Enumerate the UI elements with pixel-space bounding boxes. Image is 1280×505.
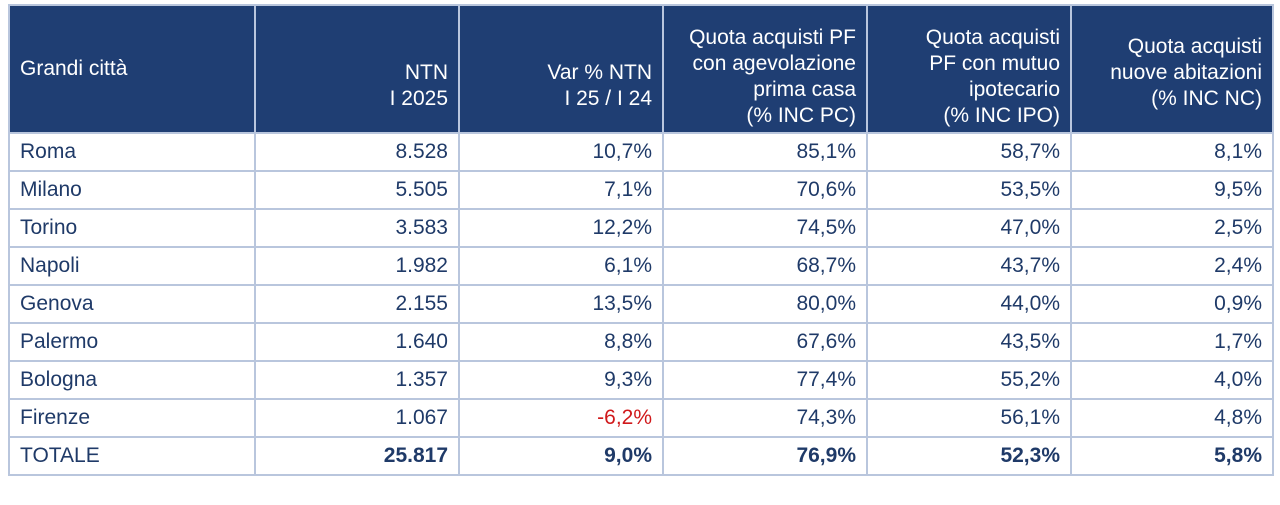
total-inc-nc: 5,8% xyxy=(1070,436,1274,476)
table-row: Genova 2.155 13,5% 80,0% 44,0% 0,9% xyxy=(8,284,1274,324)
header-row: Grandi città NTN I 2025 Var % NTN I 25 /… xyxy=(8,4,1274,134)
inc-pc-cell: 77,4% xyxy=(662,360,868,400)
header-city-label: Grandi città xyxy=(20,57,128,80)
header-nc-line1: Quota acquisti xyxy=(1127,35,1262,58)
ntn-cell: 3.583 xyxy=(254,208,460,248)
inc-pc-cell: 67,6% xyxy=(662,322,868,362)
inc-ipo-cell: 43,5% xyxy=(866,322,1072,362)
header-nc-line2: nuove abitazioni xyxy=(1110,61,1262,84)
inc-ipo-cell: 58,7% xyxy=(866,132,1072,172)
header-city: Grandi città xyxy=(8,4,256,134)
total-row: TOTALE 25.817 9,0% 76,9% 52,3% 5,8% xyxy=(8,436,1274,476)
inc-nc-cell: 9,5% xyxy=(1070,170,1274,210)
city-cell: Milano xyxy=(8,170,256,210)
inc-ipo-cell: 44,0% xyxy=(866,284,1072,324)
city-cell: Roma xyxy=(8,132,256,172)
inc-pc-cell: 80,0% xyxy=(662,284,868,324)
header-pc-line1: Quota acquisti PF xyxy=(689,26,856,49)
total-var: 9,0% xyxy=(458,436,664,476)
total-ntn: 25.817 xyxy=(254,436,460,476)
header-inc-pc: Quota acquisti PF con agevolazione prima… xyxy=(662,4,868,134)
inc-pc-cell: 68,7% xyxy=(662,246,868,286)
header-inc-ipo: Quota acquisti PF con mutuo ipotecario (… xyxy=(866,4,1072,134)
header-ipo-line1: Quota acquisti xyxy=(925,26,1060,49)
city-cell: Bologna xyxy=(8,360,256,400)
header-var-ntn: Var % NTN I 25 / I 24 xyxy=(458,4,664,134)
var-cell: 13,5% xyxy=(458,284,664,324)
inc-ipo-cell: 43,7% xyxy=(866,246,1072,286)
header-pc-line4: (% INC PC) xyxy=(746,104,856,127)
city-cell: Palermo xyxy=(8,322,256,362)
inc-nc-cell: 8,1% xyxy=(1070,132,1274,172)
inc-pc-cell: 74,5% xyxy=(662,208,868,248)
table-container: Grandi città NTN I 2025 Var % NTN I 25 /… xyxy=(8,4,1274,476)
inc-nc-cell: 4,8% xyxy=(1070,398,1274,438)
ntn-cell: 1.357 xyxy=(254,360,460,400)
ntn-cell: 5.505 xyxy=(254,170,460,210)
table-header: Grandi città NTN I 2025 Var % NTN I 25 /… xyxy=(8,4,1274,134)
header-var-line1: Var % NTN xyxy=(547,61,652,84)
header-ipo-line4: (% INC IPO) xyxy=(943,104,1060,127)
var-cell: 9,3% xyxy=(458,360,664,400)
inc-pc-cell: 74,3% xyxy=(662,398,868,438)
var-cell: 6,1% xyxy=(458,246,664,286)
var-cell: 7,1% xyxy=(458,170,664,210)
inc-nc-cell: 1,7% xyxy=(1070,322,1274,362)
inc-ipo-cell: 53,5% xyxy=(866,170,1072,210)
header-nc-line3: (% INC NC) xyxy=(1151,87,1262,110)
header-pc-line2: con agevolazione xyxy=(692,52,856,75)
inc-pc-cell: 70,6% xyxy=(662,170,868,210)
var-cell: 12,2% xyxy=(458,208,664,248)
total-inc-pc: 76,9% xyxy=(662,436,868,476)
ntn-cell: 1.982 xyxy=(254,246,460,286)
city-cell: Genova xyxy=(8,284,256,324)
inc-nc-cell: 0,9% xyxy=(1070,284,1274,324)
inc-ipo-cell: 55,2% xyxy=(866,360,1072,400)
total-label: TOTALE xyxy=(8,436,256,476)
table-body: Roma 8.528 10,7% 85,1% 58,7% 8,1% Milano… xyxy=(8,132,1274,476)
inc-ipo-cell: 56,1% xyxy=(866,398,1072,438)
table-row: Roma 8.528 10,7% 85,1% 58,7% 8,1% xyxy=(8,132,1274,172)
inc-nc-cell: 2,4% xyxy=(1070,246,1274,286)
table-row: Palermo 1.640 8,8% 67,6% 43,5% 1,7% xyxy=(8,322,1274,362)
total-inc-ipo: 52,3% xyxy=(866,436,1072,476)
inc-nc-cell: 2,5% xyxy=(1070,208,1274,248)
city-cell: Firenze xyxy=(8,398,256,438)
inc-pc-cell: 85,1% xyxy=(662,132,868,172)
var-cell: 10,7% xyxy=(458,132,664,172)
inc-ipo-cell: 47,0% xyxy=(866,208,1072,248)
ntn-cell: 2.155 xyxy=(254,284,460,324)
city-statistics-table: Grandi città NTN I 2025 Var % NTN I 25 /… xyxy=(8,4,1274,476)
var-cell-negative: -6,2% xyxy=(458,398,664,438)
header-ipo-line2: PF con mutuo xyxy=(929,52,1060,75)
header-ntn: NTN I 2025 xyxy=(254,4,460,134)
header-ipo-line3: ipotecario xyxy=(968,78,1060,101)
header-pc-line3: prima casa xyxy=(753,78,856,101)
table-row: Milano 5.505 7,1% 70,6% 53,5% 9,5% xyxy=(8,170,1274,210)
header-var-line2: I 25 / I 24 xyxy=(564,87,652,110)
inc-nc-cell: 4,0% xyxy=(1070,360,1274,400)
header-inc-nc: Quota acquisti nuove abitazioni (% INC N… xyxy=(1070,4,1274,134)
ntn-cell: 1.640 xyxy=(254,322,460,362)
table-row: Napoli 1.982 6,1% 68,7% 43,7% 2,4% xyxy=(8,246,1274,286)
city-cell: Napoli xyxy=(8,246,256,286)
table-row: Torino 3.583 12,2% 74,5% 47,0% 2,5% xyxy=(8,208,1274,248)
var-cell: 8,8% xyxy=(458,322,664,362)
header-ntn-line1: NTN xyxy=(404,61,448,84)
table-row: Bologna 1.357 9,3% 77,4% 55,2% 4,0% xyxy=(8,360,1274,400)
ntn-cell: 1.067 xyxy=(254,398,460,438)
header-ntn-line2: I 2025 xyxy=(389,87,448,110)
table-row: Firenze 1.067 -6,2% 74,3% 56,1% 4,8% xyxy=(8,398,1274,438)
city-cell: Torino xyxy=(8,208,256,248)
ntn-cell: 8.528 xyxy=(254,132,460,172)
